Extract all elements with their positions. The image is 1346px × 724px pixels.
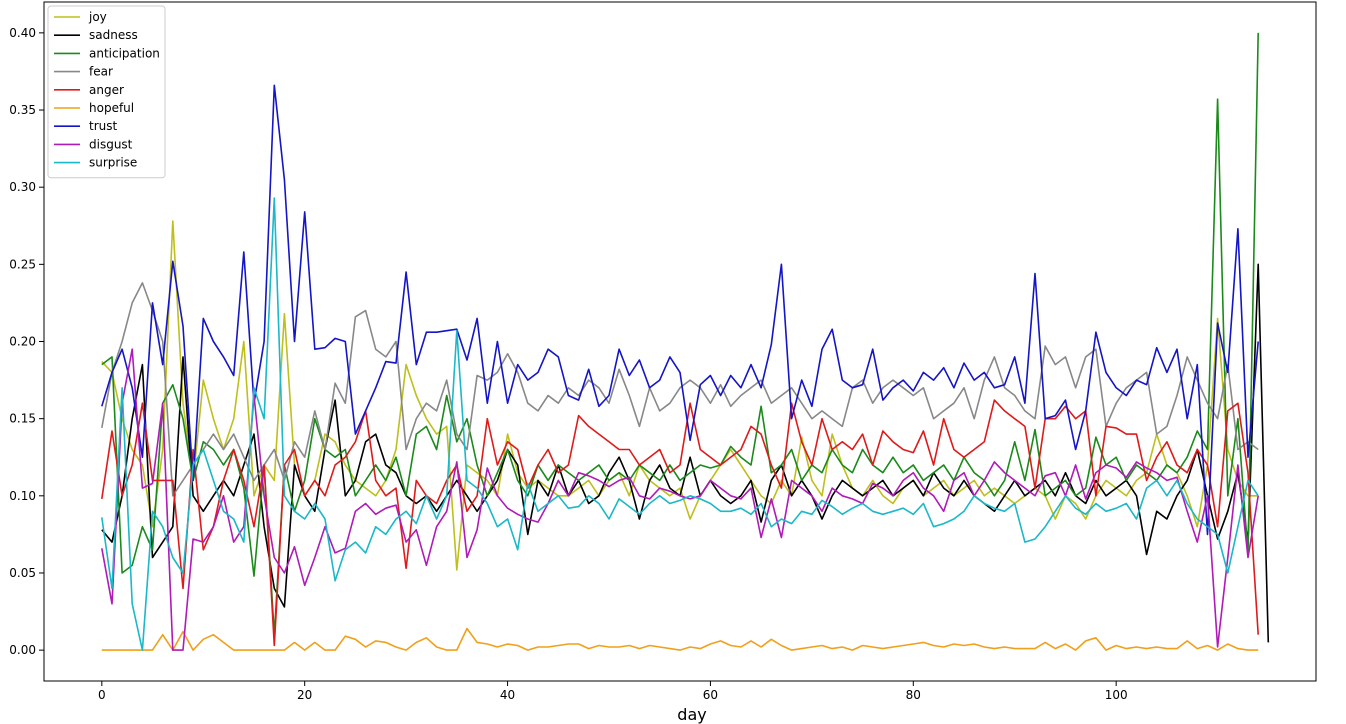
legend-label-hopeful: hopeful	[89, 101, 134, 115]
x-tick-label: 80	[906, 688, 921, 702]
legend-label-surprise: surprise	[89, 156, 137, 170]
series-line-anticipation	[101, 32, 1259, 636]
y-tick-label: 0.30	[9, 180, 36, 194]
legend-label-sadness: sadness	[89, 28, 138, 42]
y-tick-label: 0.15	[9, 412, 36, 426]
series-line-anger	[101, 399, 1259, 647]
y-tick-label: 0.40	[9, 26, 36, 40]
y-tick-label: 0.35	[9, 103, 36, 117]
series-line-fear	[101, 282, 1259, 497]
series-line-surprise	[101, 197, 1259, 651]
legend-label-disgust: disgust	[89, 137, 133, 151]
x-axis-label: day	[677, 705, 706, 724]
y-tick-label: 0.25	[9, 257, 36, 271]
y-tick-label: 0.20	[9, 335, 36, 349]
legend-label-fear: fear	[89, 65, 113, 79]
legend-box	[47, 5, 166, 179]
y-axis: 0.00 0.05 0.10 0.15 0.20 0.25 0.30 0.35 0.40	[9, 26, 44, 657]
y-tick-label: 0.10	[9, 489, 36, 503]
series-line-trust	[101, 84, 1259, 536]
x-tick-label: 60	[703, 688, 718, 702]
legend-label-anger: anger	[89, 83, 124, 97]
series-lines	[101, 32, 1270, 651]
y-tick-label: 0.00	[9, 643, 36, 657]
x-tick-label: 40	[500, 688, 515, 702]
series-line-joy	[101, 220, 1259, 571]
legend-label-anticipation: anticipation	[89, 46, 160, 60]
y-tick-label: 0.05	[9, 566, 36, 580]
x-tick-label: 100	[1105, 688, 1128, 702]
series-line-hopeful	[101, 627, 1259, 651]
legend: joy sadness anticipation fear anger hopeful tr…	[47, 5, 166, 179]
x-tick-label: 0	[98, 688, 106, 702]
legend-label-trust: trust	[89, 119, 117, 133]
plot-frame	[43, 1, 1317, 682]
x-tick-label: 20	[297, 688, 312, 702]
legend-label-joy: joy	[88, 10, 107, 24]
x-axis: 0 20 40 60 80 100	[98, 681, 1128, 702]
